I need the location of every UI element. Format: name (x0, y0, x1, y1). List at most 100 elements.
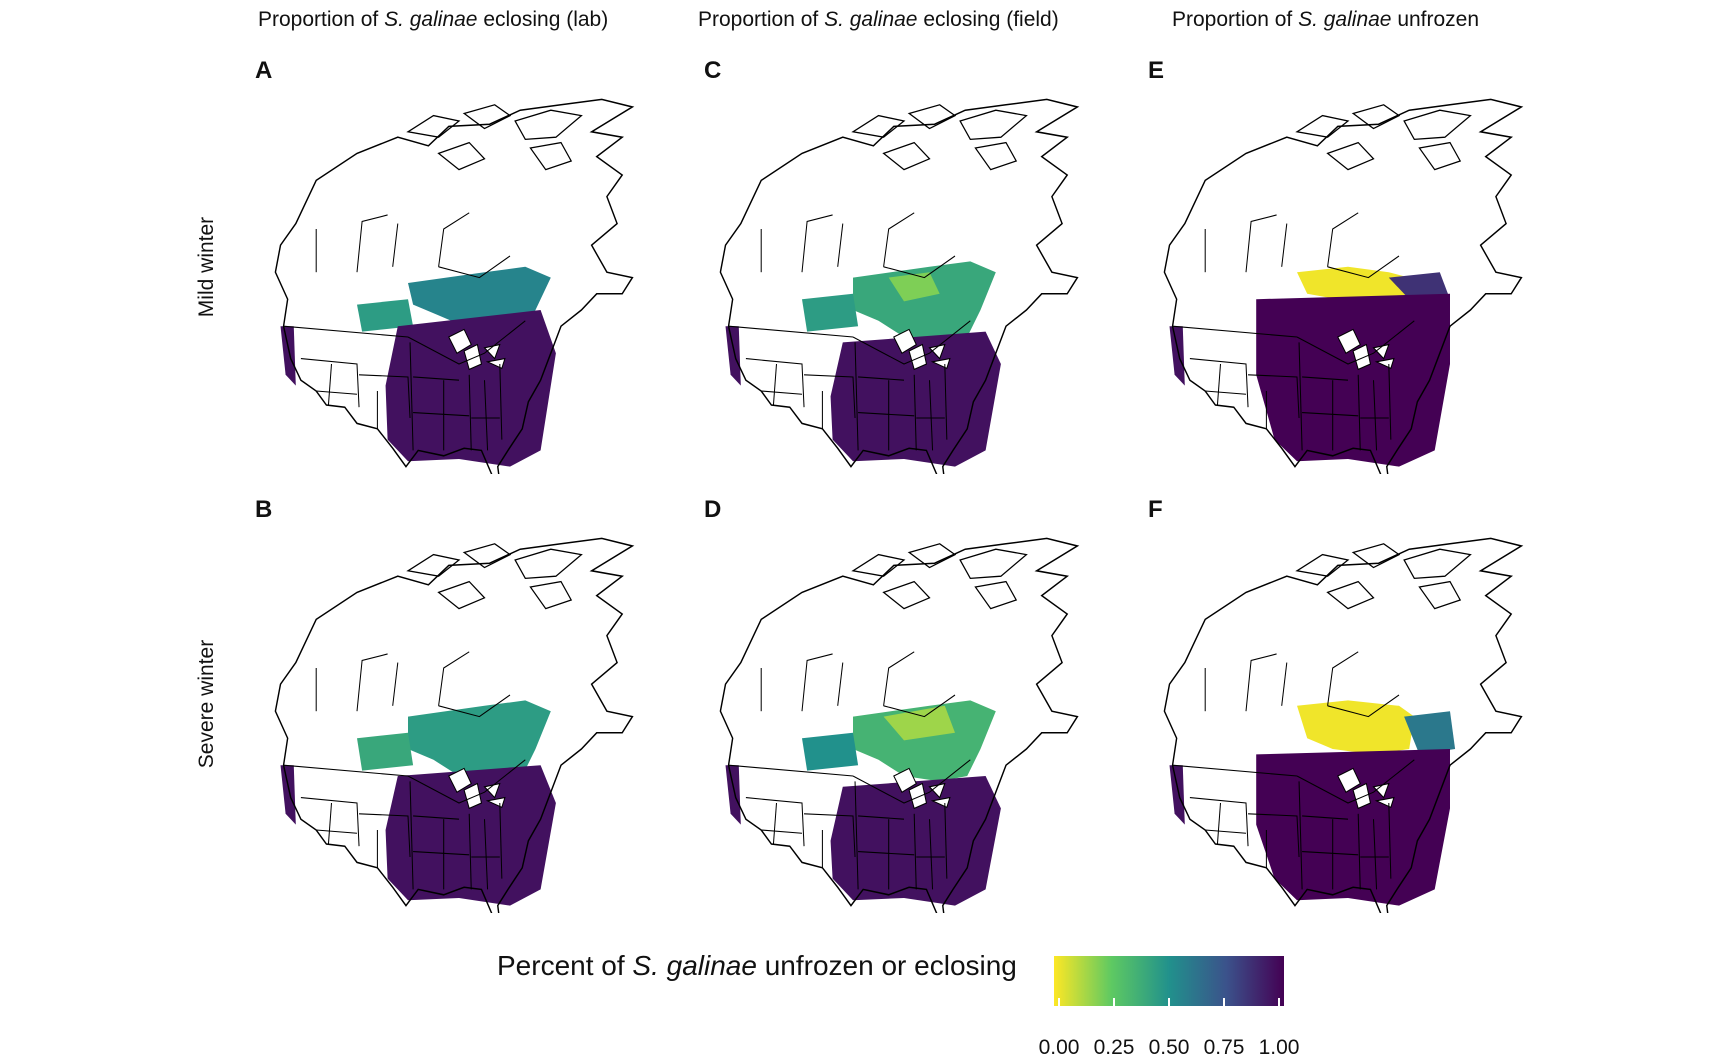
arctic-island (437, 141, 486, 171)
state-boundary (1245, 214, 1277, 273)
legend-tick-mark (1168, 998, 1170, 1006)
legend-tick-mark (1223, 998, 1225, 1006)
state-boundary (1216, 802, 1222, 845)
great-lake (893, 767, 917, 793)
state-boundary (1248, 374, 1300, 419)
arctic-island (1403, 548, 1472, 580)
coastline (719, 98, 1080, 474)
map-panel-c (719, 98, 1080, 474)
great-lake (930, 357, 951, 370)
proportion-surface (888, 272, 940, 302)
coastline (274, 98, 635, 474)
arctic-island (851, 553, 906, 577)
state-boundary (438, 212, 470, 267)
state-boundary (300, 797, 360, 847)
arctic-island (1326, 580, 1375, 610)
state-boundary (300, 358, 360, 408)
state-boundary (438, 651, 470, 706)
state-boundary (499, 802, 503, 879)
state-boundary (1357, 813, 1361, 890)
arctic-island (1326, 141, 1375, 171)
legend-tick-label: 0.50 (1148, 1036, 1190, 1059)
state-boundary (483, 819, 489, 890)
arctic-island (514, 109, 583, 141)
state-boundary (1357, 374, 1361, 451)
state-boundary (468, 374, 472, 451)
state-boundary (858, 376, 905, 381)
state-boundary (1189, 797, 1249, 847)
state-boundary (283, 764, 409, 777)
proportion-surface (883, 705, 955, 741)
great-lake (483, 782, 501, 799)
state-boundary (392, 662, 399, 706)
state-boundary (1205, 390, 1247, 395)
legend-tick-mark (1278, 998, 1280, 1006)
column-title-unfrozen: Proportion of S. galinae unfrozen (1172, 8, 1480, 31)
great-lake (448, 767, 472, 793)
great-lake (485, 357, 506, 370)
proportion-surface (725, 326, 741, 386)
state-boundary (316, 390, 358, 395)
state-boundary (413, 376, 460, 381)
state-boundary (928, 380, 934, 451)
panel-letter-b: B (255, 496, 273, 523)
state-boundary (1245, 653, 1277, 712)
proportion-surface (408, 700, 551, 782)
legend-tick-label: 0.75 (1203, 1036, 1245, 1059)
state-boundary (772, 363, 778, 406)
state-boundary (316, 829, 358, 834)
row-label-mild: Mild winter (195, 216, 218, 318)
great-lake (1374, 796, 1395, 809)
state-boundary (1302, 376, 1349, 381)
column-title-lab: Proportion of S. galinae eclosing (lab) (258, 8, 609, 31)
great-lake (1352, 343, 1372, 371)
state-boundary (944, 363, 948, 440)
arctic-island (1418, 141, 1462, 171)
coastline (1163, 98, 1524, 474)
state-boundary (283, 325, 409, 338)
state-boundary (772, 802, 778, 845)
state-boundary (883, 651, 915, 706)
state-boundary (407, 759, 526, 804)
state-boundary (745, 358, 805, 408)
legend-tick-label: 0.25 (1093, 1036, 1135, 1059)
legend-tick-label: 1.00 (1258, 1036, 1300, 1059)
legend-tick-mark (1058, 998, 1060, 1006)
state-boundary (1327, 255, 1400, 279)
state-boundary (1327, 651, 1359, 706)
great-lake (463, 343, 483, 371)
arctic-island (437, 580, 486, 610)
arctic-island (851, 114, 906, 138)
state-boundary (913, 813, 917, 890)
state-boundary (359, 813, 411, 858)
coastline (1163, 537, 1524, 913)
state-boundary (858, 815, 905, 820)
great-lake (928, 343, 946, 360)
state-boundary (852, 320, 971, 365)
panel-letter-a: A (255, 57, 273, 84)
state-boundary (1216, 363, 1222, 406)
coastline (274, 537, 635, 913)
panel-letter-e: E (1148, 57, 1165, 84)
arctic-island (1295, 553, 1350, 577)
state-boundary (854, 342, 859, 451)
proportion-surface (1256, 293, 1450, 467)
legend-tick-mark (1113, 998, 1115, 1006)
state-boundary (1281, 223, 1288, 267)
row-label-severe: Severe winter (195, 639, 218, 769)
great-lake (1352, 782, 1372, 810)
state-boundary (761, 829, 803, 834)
state-boundary (1298, 781, 1303, 890)
arctic-island (406, 553, 461, 577)
great-lake (1337, 767, 1361, 793)
legend-title: Percent of S. galinae unfrozen or eclosi… (497, 950, 1017, 981)
proportion-surface (725, 765, 741, 825)
great-lake (448, 328, 472, 354)
great-lake (1374, 357, 1395, 370)
panel-letter-f: F (1148, 496, 1163, 523)
state-boundary (883, 212, 915, 267)
state-boundary (327, 363, 333, 406)
state-boundary (852, 759, 971, 804)
map-panel-f (1163, 537, 1524, 913)
arctic-island (1403, 109, 1472, 141)
